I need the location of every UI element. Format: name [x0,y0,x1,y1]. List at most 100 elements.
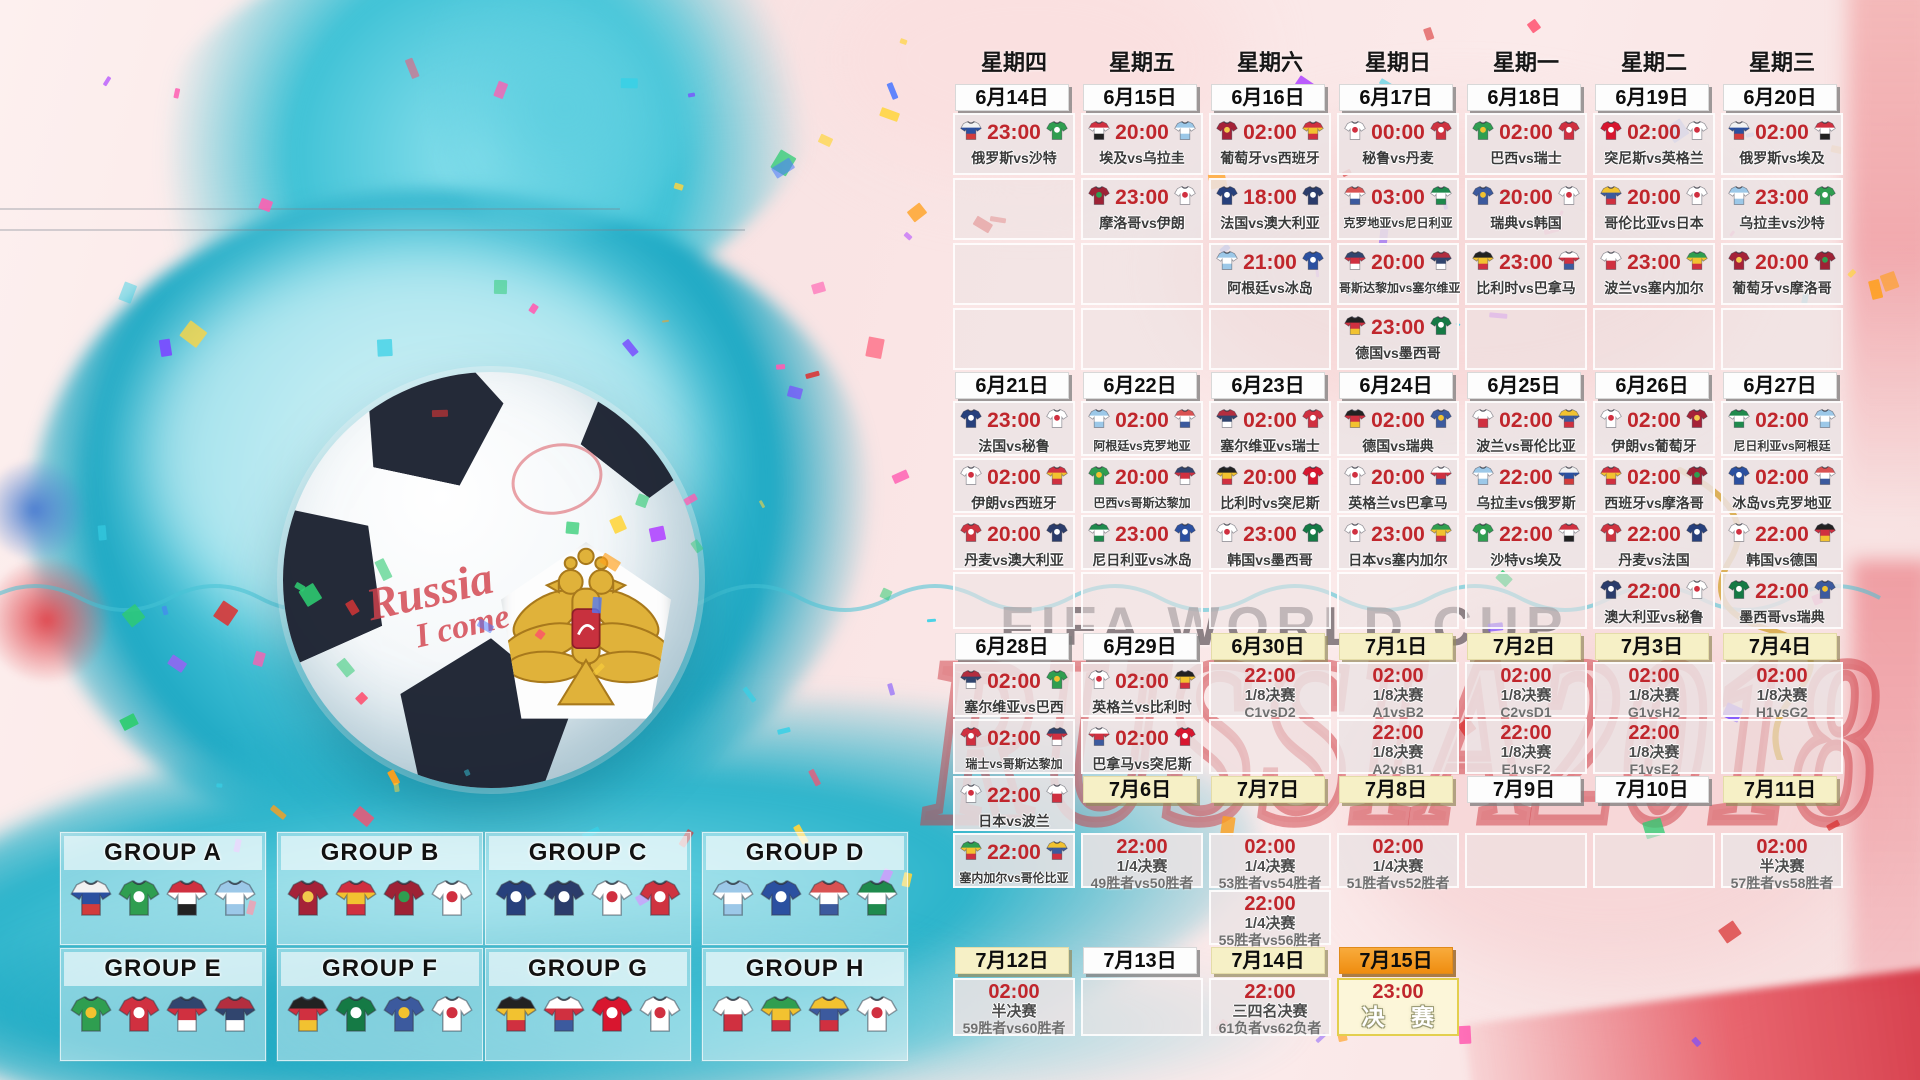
match-time: 20:00 [1115,466,1169,489]
home-jersey-icon [1216,118,1238,148]
away-jersey-icon [1046,463,1068,493]
away-jersey-icon [1046,118,1068,148]
home-jersey-icon [1088,183,1110,213]
jersey-icon [808,880,850,916]
match-teams: 乌拉圭vs俄罗斯 [1476,495,1576,511]
jersey-icon [1430,186,1452,205]
match-time-line: 23:00 [955,406,1073,436]
date-box: 6月14日 [955,84,1069,111]
jersey-icon [1728,466,1750,485]
match-teams: 突尼斯vs英格兰 [1604,150,1704,166]
jersey-icon [1600,121,1622,140]
jersey-icon [1430,316,1452,335]
knockout-time: 02:00 [1500,665,1552,687]
home-jersey-icon [1344,248,1366,278]
empty-cell [953,243,1075,305]
jersey-icon [1174,523,1196,542]
home-jersey-icon [1728,118,1750,148]
match-time: 23:00 [987,121,1041,144]
match-time-line: 20:00 [1467,183,1585,213]
jersey-icon [1174,409,1196,428]
match-teams: 尼日利亚vs冰岛 [1092,552,1192,568]
match-time: 02:00 [1243,409,1297,432]
jersey-icon [639,996,681,1032]
team-jersey [712,989,754,1044]
knockout-cell: 02:00 1/4决赛 51胜者vs52胜者 [1337,833,1459,891]
match-time: 20:00 [1755,251,1809,274]
jersey-icon [166,880,208,916]
team-jersey [431,989,473,1044]
match-cell: 20:00 埃及vs乌拉圭 [1081,113,1203,175]
match-teams: 丹麦vs法国 [1618,552,1690,568]
knockout-cell: 02:00 1/4决赛 53胜者vs54胜者 [1209,833,1331,891]
away-jersey-icon [1174,667,1196,697]
match-time: 20:00 [1627,186,1681,209]
away-jersey-icon [1430,118,1452,148]
knockout-stage: 1/8决赛 [1500,687,1552,704]
jersey-icon [70,880,112,916]
jersey-icon [1216,409,1238,428]
team-jersey [712,873,754,928]
home-jersey-icon [1216,183,1238,213]
empty-cell [1337,572,1459,629]
match-teams: 巴西vs哥斯达黎加 [1093,496,1191,510]
home-jersey-icon [1344,118,1366,148]
jersey-icon [1216,523,1238,542]
home-jersey-icon [1728,577,1750,607]
match-time-line: 03:00 [1339,183,1457,213]
date-box: 6月24日 [1339,372,1453,399]
guide-line [0,229,745,231]
group-title: GROUP A [64,836,262,870]
group-card-f: GROUP F [277,948,483,1061]
match-time-line: 02:00 [1595,406,1713,436]
empty-cell [953,308,1075,370]
match-cell: 02:00 瑞士vs哥斯达黎加 [953,719,1075,774]
group-card-d: GROUP D [702,832,908,945]
group-title: GROUP F [281,952,479,986]
home-jersey-icon [960,781,982,811]
jersey-icon [1302,121,1324,140]
home-jersey-icon [1728,406,1750,436]
match-cell: 23:00 乌拉圭vs沙特 [1721,178,1843,240]
home-jersey-icon [1472,183,1494,213]
knockout-detail: 61负者vs62负者 [1218,1020,1322,1036]
knockout-cell: 22:00 1/8决赛 F1vsE2 [1593,719,1715,777]
match-cell: 02:00 葡萄牙vs西班牙 [1209,113,1331,175]
match-time: 22:00 [1499,466,1553,489]
match-time: 22:00 [1755,580,1809,603]
match-time-line: 20:00 [955,520,1073,550]
match-time: 23:00 [1371,316,1425,339]
jersey-icon [1046,466,1068,485]
match-time-line: 22:00 [1723,577,1841,607]
away-jersey-icon [1046,406,1068,436]
match-cell: 20:00 比利时vs突尼斯 [1209,458,1331,513]
jersey-icon [639,880,681,916]
team-jersey [639,873,681,928]
knockout-stage: 1/4决赛 [1116,858,1168,875]
empty-cell [1465,572,1587,629]
date-box: 6月30日 [1211,633,1325,660]
match-cell: 02:00 巴西vs瑞士 [1465,113,1587,175]
match-time-line: 02:00 [1083,724,1201,754]
team-jersey [808,873,850,928]
match-time-line: 02:00 [955,667,1073,697]
jersey-icon [1600,580,1622,599]
date-box: 6月27日 [1723,372,1837,399]
away-jersey-icon [1814,183,1836,213]
weekday-label: 星期五 [1108,50,1175,75]
match-teams: 韩国vs德国 [1746,552,1818,568]
match-time: 22:00 [1627,580,1681,603]
date-box: 7月2日 [1467,633,1581,660]
group-title: GROUP H [706,952,904,986]
match-time: 23:00 [1499,251,1553,274]
jersey-icon [1046,409,1068,428]
knockout-cell: 22:00 1/8决赛 A2vsB1 [1337,719,1459,777]
jersey-icon [1686,251,1708,270]
match-teams: 尼日利亚vs阿根廷 [1733,439,1831,453]
match-cell: 22:00 丹麦vs法国 [1593,515,1715,570]
weekday-label: 星期日 [1364,50,1431,75]
match-cell: 03:00 克罗地亚vs尼日利亚 [1337,178,1459,240]
jersey-icon [1088,409,1110,428]
away-jersey-icon [1046,724,1068,754]
team-jersey [543,989,585,1044]
